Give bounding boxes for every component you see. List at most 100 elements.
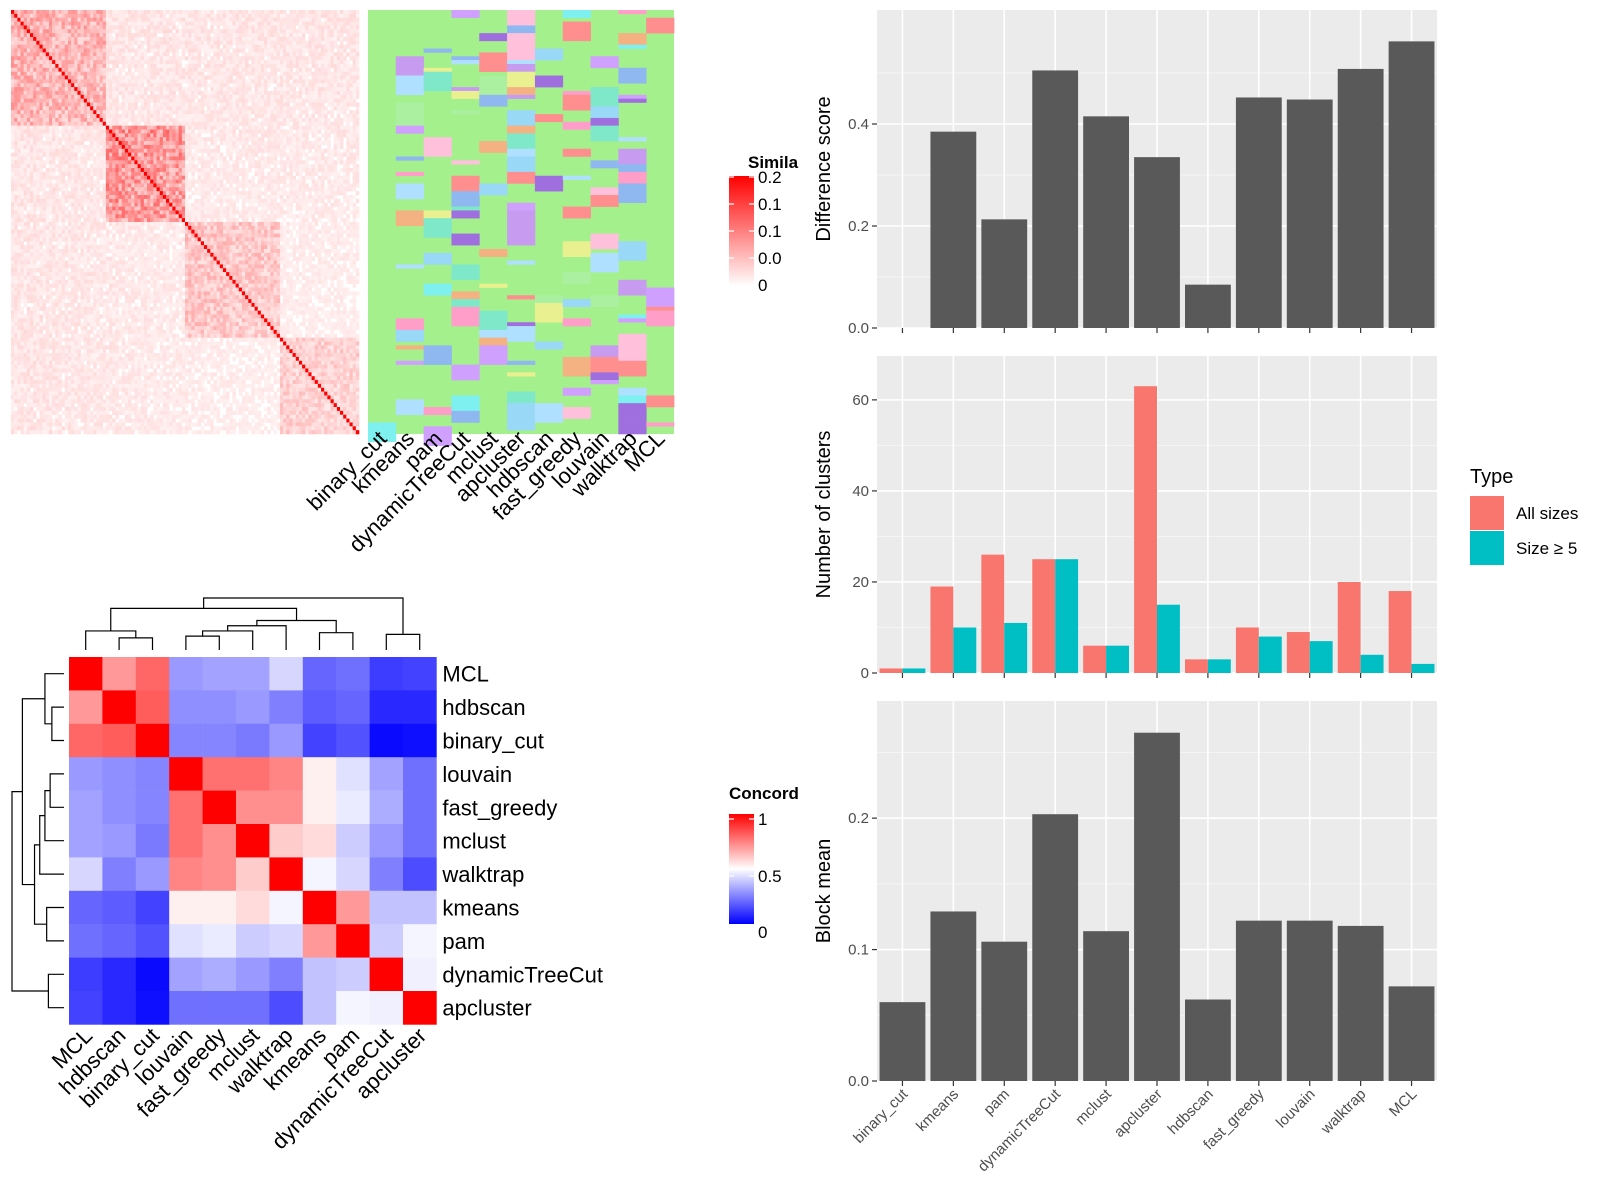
similarity-cell <box>26 17 31 22</box>
similarity-cell <box>260 40 265 45</box>
similarity-cell <box>336 75 341 80</box>
similarity-cell <box>340 36 344 42</box>
similarity-cell <box>74 106 78 111</box>
similarity-cell <box>203 129 208 134</box>
similarity-cell <box>90 175 94 180</box>
similarity-cell <box>169 141 173 146</box>
similarity-cell <box>213 21 217 26</box>
similarity-cell <box>283 114 287 119</box>
similarity-cell <box>39 63 43 69</box>
similarity-cell <box>175 83 179 88</box>
similarity-cell <box>273 179 278 184</box>
similarity-cell <box>235 168 240 173</box>
similarity-cell <box>74 40 78 45</box>
similarity-cell <box>77 25 81 30</box>
similarity-cell <box>336 102 341 107</box>
similarity-cell <box>109 129 113 134</box>
similarity-cell <box>226 191 230 196</box>
similarity-cell <box>273 137 278 142</box>
similarity-cell <box>52 133 56 138</box>
similarity-cell <box>36 48 40 53</box>
similarity-cell <box>229 168 233 173</box>
similarity-cell <box>267 156 271 161</box>
similarity-cell <box>289 52 293 57</box>
similarity-cell <box>67 52 72 57</box>
similarity-cell <box>105 98 110 103</box>
similarity-cell <box>86 114 91 119</box>
similarity-cell <box>213 94 217 99</box>
similarity-cell <box>23 36 28 42</box>
similarity-cell <box>134 129 138 134</box>
similarity-cell <box>260 63 265 69</box>
similarity-cell <box>150 121 154 126</box>
similarity-cell <box>112 87 116 92</box>
similarity-cell <box>298 98 303 103</box>
similarity-cell <box>67 160 72 165</box>
similarity-cell <box>254 13 259 18</box>
similarity-cell <box>140 48 145 53</box>
similarity-cell <box>93 71 97 76</box>
similarity-cell <box>327 110 331 115</box>
similarity-cell <box>330 171 334 177</box>
similarity-cell <box>105 44 110 49</box>
similarity-cell <box>346 52 350 57</box>
similarity-cell <box>162 36 167 42</box>
similarity-cell <box>311 44 316 49</box>
similarity-cell <box>200 10 205 15</box>
similarity-cell <box>222 160 227 165</box>
similarity-cell <box>222 121 227 126</box>
similarity-cell <box>140 125 145 130</box>
similarity-cell <box>80 171 85 177</box>
similarity-cell <box>289 87 293 92</box>
similarity-cell <box>260 168 265 173</box>
similarity-cell <box>200 94 205 99</box>
similarity-cell <box>93 33 97 38</box>
similarity-cell <box>128 144 132 150</box>
similarity-cell <box>178 60 183 65</box>
similarity-cell <box>229 110 233 115</box>
similarity-cell <box>61 60 66 65</box>
similarity-cell <box>203 148 208 153</box>
similarity-cell <box>283 117 287 123</box>
similarity-cell <box>131 164 135 169</box>
similarity-cell <box>229 129 233 134</box>
similarity-cell <box>235 94 240 99</box>
similarity-cell <box>23 87 28 92</box>
similarity-cell <box>317 106 322 111</box>
similarity-cell <box>257 13 262 18</box>
similarity-cell <box>156 117 160 123</box>
similarity-cell <box>324 75 328 80</box>
similarity-cell <box>352 102 357 107</box>
similarity-cell <box>45 144 50 150</box>
similarity-cell <box>23 114 28 119</box>
similarity-cell <box>118 129 123 134</box>
similarity-cell <box>336 56 341 61</box>
similarity-cell <box>267 121 271 126</box>
similarity-cell <box>52 29 56 34</box>
similarity-cell <box>29 94 34 99</box>
similarity-cell <box>128 83 132 88</box>
similarity-cell <box>55 141 59 146</box>
similarity-cell <box>330 164 334 169</box>
similarity-cell <box>153 160 157 165</box>
similarity-cell <box>238 148 243 153</box>
similarity-cell <box>305 13 309 18</box>
similarity-cell <box>324 125 328 130</box>
similarity-cell <box>137 156 142 161</box>
similarity-cell <box>36 110 40 115</box>
similarity-cell <box>36 98 40 103</box>
similarity-cell <box>254 98 259 103</box>
similarity-cell <box>226 40 230 45</box>
similarity-cell <box>17 175 21 180</box>
similarity-cell <box>162 187 167 192</box>
similarity-cell <box>200 187 205 192</box>
similarity-cell <box>207 117 211 123</box>
similarity-cell <box>140 94 145 99</box>
similarity-cell <box>352 48 357 53</box>
similarity-cell <box>327 75 331 80</box>
similarity-cell <box>222 129 227 134</box>
similarity-cell <box>257 10 262 15</box>
similarity-cell <box>131 36 135 42</box>
similarity-cell <box>42 121 47 126</box>
similarity-cell <box>162 10 167 15</box>
